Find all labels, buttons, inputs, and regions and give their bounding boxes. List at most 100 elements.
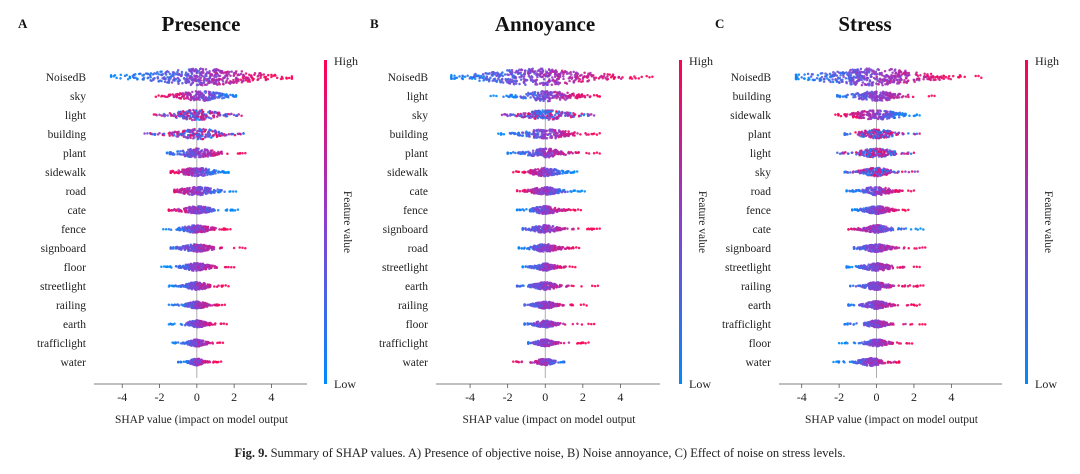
data-point xyxy=(184,80,187,84)
data-point xyxy=(193,79,196,82)
data-point xyxy=(232,81,235,85)
data-point xyxy=(191,247,195,250)
feature-label: water xyxy=(60,357,86,369)
data-point xyxy=(186,186,189,190)
data-point xyxy=(555,131,558,135)
data-point xyxy=(510,93,514,97)
data-point xyxy=(231,190,235,193)
data-point xyxy=(176,152,179,156)
colorbar-low-label: Low xyxy=(334,377,356,391)
data-point xyxy=(207,111,210,114)
data-point xyxy=(514,151,517,155)
data-point xyxy=(531,151,535,155)
data-point xyxy=(153,133,156,136)
data-point xyxy=(585,151,588,155)
data-point xyxy=(179,150,182,153)
data-point xyxy=(205,148,209,152)
data-point xyxy=(512,82,516,85)
data-point xyxy=(536,112,539,115)
data-point xyxy=(215,68,218,71)
data-point xyxy=(521,131,525,135)
data-point xyxy=(567,94,571,98)
feature-label: light xyxy=(407,91,429,103)
data-point xyxy=(572,70,575,74)
data-point xyxy=(553,129,557,133)
data-point xyxy=(182,244,186,248)
data-point xyxy=(559,130,562,133)
data-point xyxy=(527,134,531,137)
data-point xyxy=(167,303,171,306)
data-point xyxy=(275,76,279,80)
data-point xyxy=(575,170,579,173)
data-point xyxy=(201,67,205,71)
feature-label: trafficlight xyxy=(37,338,87,350)
data-point xyxy=(571,115,574,118)
feature-label: earth xyxy=(63,319,86,331)
data-point xyxy=(535,132,538,136)
data-point xyxy=(196,189,199,192)
data-point xyxy=(163,94,166,98)
data-point xyxy=(554,149,557,152)
feature-row: sky xyxy=(70,90,238,103)
data-point xyxy=(228,190,231,193)
data-point xyxy=(132,73,136,77)
data-point xyxy=(152,78,155,82)
data-point xyxy=(168,112,172,115)
data-point xyxy=(197,211,200,214)
data-point xyxy=(195,319,199,322)
data-point xyxy=(167,70,170,74)
data-point xyxy=(192,167,196,170)
data-point xyxy=(197,151,201,155)
data-point xyxy=(208,341,212,345)
data-point xyxy=(281,77,284,80)
data-point xyxy=(251,77,254,80)
data-point xyxy=(215,304,219,307)
data-point xyxy=(196,323,200,326)
data-point xyxy=(204,113,208,116)
data-point xyxy=(253,73,256,76)
data-point xyxy=(205,83,208,87)
data-point xyxy=(230,70,233,73)
data-point xyxy=(213,111,216,115)
data-point xyxy=(556,189,560,192)
data-point xyxy=(195,358,198,362)
data-point xyxy=(553,116,557,120)
feature-label: fence xyxy=(61,224,86,236)
data-point xyxy=(204,91,207,95)
data-point xyxy=(554,82,557,86)
data-point xyxy=(228,113,232,116)
data-point xyxy=(527,67,531,71)
data-point xyxy=(176,360,180,364)
data-point xyxy=(216,112,220,115)
data-point xyxy=(466,74,469,78)
data-point xyxy=(200,302,203,306)
data-point xyxy=(174,209,178,212)
data-point xyxy=(527,91,530,95)
data-point xyxy=(240,70,244,73)
feature-label: streetlight xyxy=(40,281,87,293)
data-point xyxy=(541,115,545,118)
data-point xyxy=(543,129,546,132)
data-point xyxy=(536,94,539,98)
data-point xyxy=(207,95,211,99)
data-point xyxy=(524,150,528,154)
data-point xyxy=(198,358,202,362)
data-point xyxy=(188,93,191,96)
data-point xyxy=(182,117,185,120)
data-point xyxy=(193,174,197,178)
data-point xyxy=(203,136,207,139)
data-point xyxy=(192,286,196,290)
data-point xyxy=(543,155,547,159)
data-point xyxy=(125,73,128,77)
data-point xyxy=(521,134,524,137)
data-point xyxy=(184,78,188,81)
data-point xyxy=(230,265,233,269)
data-point xyxy=(575,95,578,98)
data-point xyxy=(186,130,190,133)
data-point xyxy=(238,151,242,155)
feature-row: sky xyxy=(412,109,596,122)
data-point xyxy=(184,173,187,176)
data-point xyxy=(558,189,562,192)
data-point xyxy=(200,171,203,175)
data-point xyxy=(576,132,579,135)
